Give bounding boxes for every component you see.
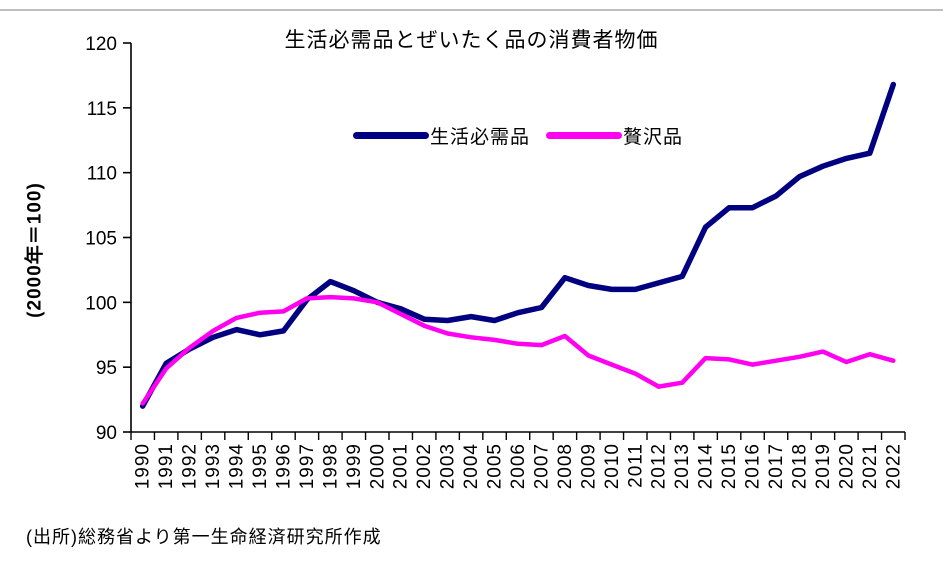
- x-axis-tick-label: 2012: [649, 443, 670, 489]
- x-axis-tick-label: 2015: [719, 443, 740, 489]
- x-axis-tick-label: 1993: [203, 443, 224, 489]
- top-divider: [0, 9, 943, 11]
- x-axis-tick-label: 2011: [625, 443, 646, 488]
- x-axis-tick-label: 2002: [414, 443, 435, 489]
- x-axis-tick-label: 2000: [367, 443, 388, 489]
- x-axis-tick-label: 2018: [789, 443, 810, 489]
- y-axis-tick-label: 110: [87, 164, 117, 185]
- luxury-series-line: [140, 294, 896, 406]
- x-axis-tick-label: 2009: [578, 443, 599, 489]
- x-axis-tick-label: 2010: [602, 443, 623, 489]
- legend-item-necessities: 生活必需品: [352, 122, 530, 149]
- necessities-series-line: [139, 81, 897, 409]
- y-axis-tick-label: 105: [85, 229, 117, 250]
- x-axis-tick-label: 2003: [438, 443, 459, 489]
- x-axis-tick-label: 2008: [555, 443, 576, 489]
- necessities-line-swatch: [352, 132, 429, 139]
- x-axis-tick-label: 2005: [485, 443, 506, 489]
- x-axis-tick-label: 2006: [508, 443, 529, 489]
- x-axis-tick-label: 1991: [156, 443, 177, 489]
- axis-lines: [130, 43, 905, 433]
- x-axis-tick-label: 1996: [273, 443, 294, 489]
- y-axis-tick-label: 95: [96, 358, 117, 379]
- chart-title: 生活必需品とぜいたく品の消費者物価: [284, 29, 659, 52]
- x-axis-tick-label: 2001: [391, 443, 412, 489]
- x-axis-tick-label: 2013: [672, 443, 693, 489]
- y-axis-tick-label: 90: [96, 423, 117, 444]
- x-axis-tick-label: 1994: [227, 443, 248, 489]
- chart-legend: 生活必需品 贅沢品: [131, 122, 905, 149]
- luxury-line-swatch: [546, 132, 622, 139]
- x-axis-tick-label: 2019: [813, 443, 834, 489]
- x-axis-tick-label: 2014: [696, 443, 717, 489]
- y-axis-tick-label: 120: [85, 34, 117, 55]
- x-axis-tick-label: 1998: [320, 443, 341, 489]
- x-axis-tick-label: 2016: [743, 443, 764, 489]
- luxury-legend-label: 贅沢品: [623, 127, 684, 148]
- x-axis-tick-label: 1995: [250, 443, 271, 489]
- legend-item-luxury: 贅沢品: [546, 122, 683, 149]
- x-axis-tick-label: 1997: [297, 443, 318, 489]
- x-axis-tick-label: 2020: [836, 443, 857, 489]
- source-note: (出所)総務省より第一生命経済研究所作成: [26, 527, 382, 547]
- x-axis-tick-label: 1999: [344, 443, 365, 489]
- y-axis-tick-label: 100: [85, 293, 117, 314]
- necessities-legend-label: 生活必需品: [429, 127, 530, 148]
- y-axis-tick-label: 115: [87, 99, 117, 120]
- x-axis-tick-label: 2007: [531, 443, 552, 489]
- x-axis-tick-label: 1990: [133, 443, 154, 489]
- x-axis-tick-label: 2004: [461, 443, 482, 489]
- x-axis-tick-label: 1992: [180, 443, 201, 489]
- x-axis-tick-label: 2022: [883, 443, 904, 489]
- x-axis-tick-label: 2021: [860, 443, 881, 489]
- x-axis-tick-label: 2017: [766, 443, 787, 489]
